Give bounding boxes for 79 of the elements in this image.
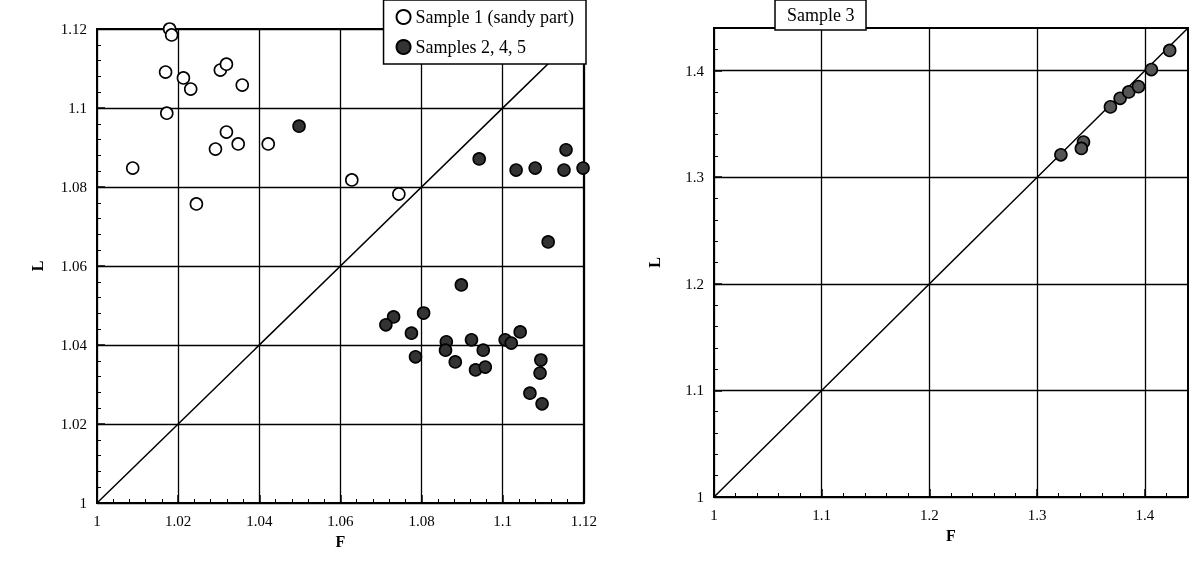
point <box>404 326 419 340</box>
point <box>125 161 140 175</box>
point <box>523 386 537 400</box>
point <box>1121 85 1136 99</box>
point <box>1054 148 1068 162</box>
point <box>219 125 234 139</box>
y-tick-label: 1 <box>696 489 704 505</box>
point <box>513 325 527 339</box>
y-axis-title: L <box>645 257 663 268</box>
point <box>158 65 173 79</box>
x-tick-label: 1 <box>93 512 101 529</box>
x-tick-label: 1 <box>710 506 718 523</box>
point <box>408 350 423 364</box>
x-axis-title: F <box>946 526 957 544</box>
legend-label: Sample 1 (sandy part) <box>415 7 575 28</box>
y-tick-label: 1.02 <box>60 416 87 432</box>
point <box>231 137 245 151</box>
point <box>478 360 493 374</box>
point <box>448 355 463 369</box>
x-tick-label: 1.1 <box>812 506 832 523</box>
point <box>1131 79 1146 94</box>
point <box>533 366 547 380</box>
y-tick-label: 1 <box>79 495 87 511</box>
y-tick-label: 1.1 <box>68 100 87 116</box>
point <box>509 163 523 177</box>
point <box>386 310 401 324</box>
point <box>1103 100 1118 114</box>
x-tick-label: 1.4 <box>1135 506 1155 523</box>
point <box>535 397 549 411</box>
point <box>534 353 548 367</box>
point <box>219 57 234 71</box>
point <box>235 78 250 92</box>
point <box>1144 62 1159 77</box>
point <box>541 235 555 249</box>
point <box>416 306 431 320</box>
point <box>189 197 204 211</box>
point <box>528 161 542 175</box>
point <box>504 336 519 350</box>
point <box>379 318 393 332</box>
y-tick-label: 1.3 <box>685 169 704 186</box>
point <box>208 142 223 156</box>
y-tick-label: 1.12 <box>60 21 87 37</box>
point <box>438 343 453 357</box>
point <box>559 143 573 157</box>
y-tick-label: 1.1 <box>685 382 704 399</box>
x-tick-label: 1.04 <box>246 512 273 529</box>
point <box>464 333 479 347</box>
point <box>160 106 174 120</box>
point <box>1162 43 1177 58</box>
x-tick-label: 1.1 <box>493 512 513 529</box>
point <box>164 28 179 42</box>
point <box>345 173 359 187</box>
point <box>392 187 406 201</box>
point <box>557 163 571 177</box>
y-tick-label: 1.04 <box>60 337 88 353</box>
point <box>472 152 486 166</box>
point <box>292 119 306 133</box>
x-tick-label: 1.2 <box>920 506 939 523</box>
x-tick-label: 1.06 <box>327 512 355 529</box>
point <box>1113 91 1127 106</box>
point <box>183 82 198 96</box>
legend-label: Samples 2, 4, 5 <box>415 37 527 57</box>
point <box>454 278 469 292</box>
point <box>476 343 491 357</box>
y-tick-label: 1.08 <box>60 179 87 195</box>
y-tick-label: 1.2 <box>685 275 704 292</box>
x-tick-label: 1.3 <box>1027 506 1047 523</box>
x-tick-label: 1.12 <box>570 512 597 529</box>
y-tick-label: 1.06 <box>60 258 88 274</box>
x-tick-label: 1.08 <box>408 512 435 529</box>
chart-title: Sample 3 <box>787 5 855 25</box>
y-axis-title: L <box>28 260 46 272</box>
point <box>1074 141 1089 156</box>
x-axis-title: F <box>335 532 346 550</box>
point <box>261 137 276 151</box>
y-tick-label: 1.4 <box>685 62 705 79</box>
point <box>176 71 191 85</box>
point <box>576 161 590 175</box>
x-tick-label: 1.02 <box>165 512 192 529</box>
